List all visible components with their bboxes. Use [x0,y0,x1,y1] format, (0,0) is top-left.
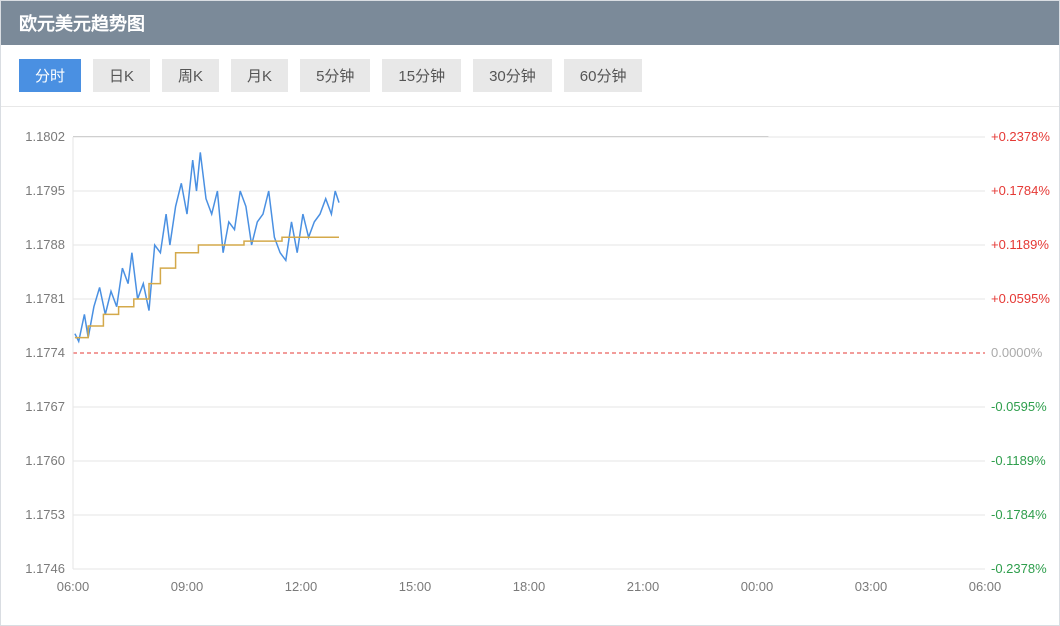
y-left-label: 1.1795 [25,183,65,198]
panel-title: 欧元美元趋势图 [19,10,145,36]
x-label: 18:00 [513,579,546,594]
tab-1[interactable]: 日K [93,59,150,92]
y-left-label: 1.1760 [25,453,65,468]
x-label: 06:00 [969,579,1002,594]
price-series [75,152,339,341]
tab-5[interactable]: 15分钟 [382,59,461,92]
y-left-label: 1.1774 [25,345,65,360]
tab-4[interactable]: 5分钟 [300,59,370,92]
y-right-label: +0.1784% [991,183,1050,198]
y-right-label: -0.2378% [991,561,1047,576]
chart-panel: 欧元美元趋势图 分时日K 周K 月K 5分钟 15分钟 30分钟 60分钟 1.1802 +0… [0,0,1060,626]
y-left-label: 1.1746 [25,561,65,576]
x-label: 00:00 [741,579,774,594]
y-right-label: 0.0000% [991,345,1043,360]
y-left-label: 1.1753 [25,507,65,522]
x-label: 21:00 [627,579,660,594]
x-label: 06:00 [57,579,90,594]
x-label: 15:00 [399,579,432,594]
x-label: 09:00 [171,579,204,594]
y-right-label: -0.1189% [991,453,1046,468]
y-left-label: 1.1788 [25,237,65,252]
y-right-label: -0.0595% [991,399,1047,414]
y-left-label: 1.1781 [25,291,65,306]
tab-7[interactable]: 60分钟 [564,59,643,92]
chart-svg: 1.1802 +0.2378% 1.1795 +0.1784% 1.1788 +0.118… [1,107,1060,625]
chart-area: 1.1802 +0.2378% 1.1795 +0.1784% 1.1788 +0.118… [1,107,1059,625]
tab-0[interactable]: 分时 [19,59,81,92]
y-right-label: +0.2378% [991,129,1050,144]
y-left-label: 1.1802 [25,129,65,144]
y-left-label: 1.1767 [25,399,65,414]
timeframe-tabs: 分时日K 周K 月K 5分钟 15分钟 30分钟 60分钟 [1,45,1059,107]
x-label: 12:00 [285,579,318,594]
average-series [75,237,339,337]
x-label: 03:00 [855,579,888,594]
y-right-label: +0.0595% [991,291,1050,306]
panel-header: 欧元美元趋势图 [1,1,1059,45]
tab-6[interactable]: 30分钟 [473,59,552,92]
tab-3[interactable]: 月K [231,59,288,92]
y-right-label: +0.1189% [991,237,1049,252]
y-right-label: -0.1784% [991,507,1047,522]
tab-2[interactable]: 周K [162,59,219,92]
